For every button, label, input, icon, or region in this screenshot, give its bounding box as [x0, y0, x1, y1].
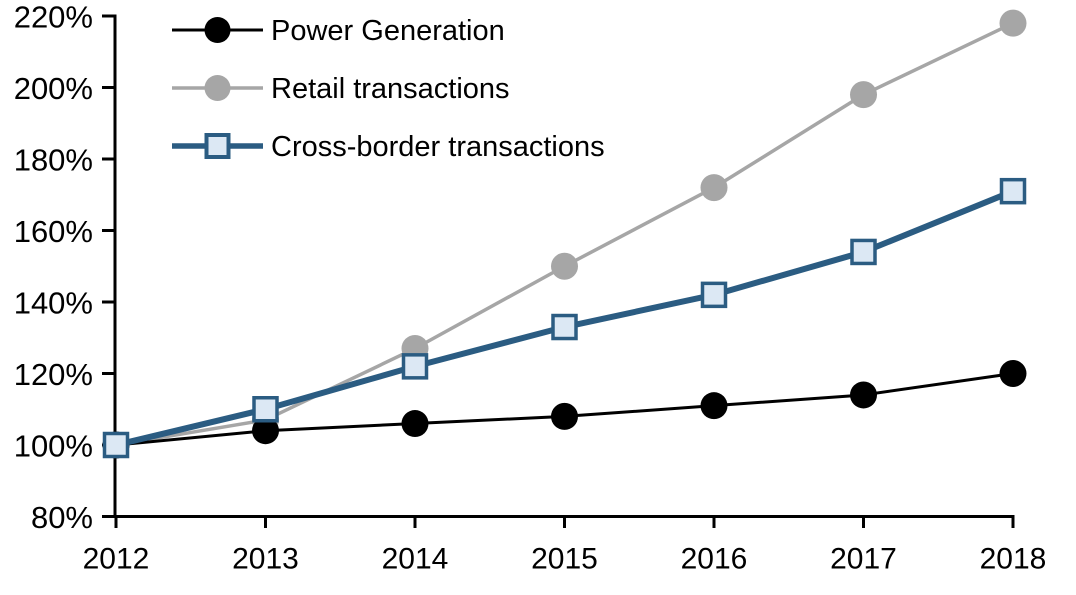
- legend-label-retail-transactions: Retail transactions: [271, 73, 510, 105]
- data-point-cross-border-transactions: [252, 396, 279, 423]
- y-tick-label: 180%: [14, 143, 93, 178]
- y-tick-label: 120%: [14, 357, 93, 392]
- data-point-cross-border-transactions: [401, 353, 429, 380]
- data-point-cross-border-transactions: [102, 431, 130, 459]
- data-point-power-generation: [401, 410, 429, 438]
- x-tick-label: 2016: [681, 543, 748, 576]
- data-point-power-generation: [999, 360, 1027, 387]
- data-point-cross-border-transactions: [850, 238, 877, 266]
- x-tick-label: 2012: [83, 543, 150, 576]
- y-tick-label: 140%: [14, 286, 93, 321]
- data-point-retail-transactions: [999, 9, 1027, 37]
- data-point-power-generation: [700, 392, 728, 420]
- y-tick-label: 100%: [14, 429, 93, 464]
- legend-marker-power-generation: [204, 17, 231, 43]
- data-point-power-generation: [252, 417, 279, 445]
- legend-marker-retail-transactions: [204, 75, 231, 101]
- data-point-retail-transactions: [551, 252, 578, 280]
- legend-label-cross-border-transactions: Cross-border transactions: [271, 131, 605, 163]
- data-point-retail-transactions: [700, 174, 728, 202]
- y-tick-label: 200%: [14, 71, 93, 106]
- data-point-power-generation: [850, 381, 877, 409]
- legend-item-cross-border-transactions: Cross-border transactions: [172, 131, 605, 163]
- data-point-cross-border-transactions: [700, 281, 728, 309]
- data-point-power-generation: [551, 402, 578, 430]
- data-point-retail-transactions: [850, 81, 877, 109]
- x-tick-label: 2018: [980, 543, 1047, 576]
- data-point-cross-border-transactions: [551, 313, 578, 341]
- legend-item-power-generation: Power Generation: [172, 15, 505, 47]
- legend-marker-cross-border-transactions: [204, 133, 231, 159]
- legend-item-retail-transactions: Retail transactions: [172, 73, 510, 105]
- y-tick-label: 160%: [14, 214, 93, 249]
- x-tick-label: 2013: [232, 543, 299, 576]
- legend: Power Generation Retail transactions Cross…: [172, 15, 605, 163]
- y-tick-label: 220%: [14, 0, 93, 35]
- legend-label-power-generation: Power Generation: [271, 15, 505, 47]
- data-point-cross-border-transactions: [999, 177, 1027, 205]
- x-tick-label: 2014: [382, 543, 449, 576]
- x-tick-label: 2017: [830, 543, 897, 576]
- y-tick-label: 80%: [31, 500, 93, 535]
- x-tick-label: 2015: [531, 543, 598, 576]
